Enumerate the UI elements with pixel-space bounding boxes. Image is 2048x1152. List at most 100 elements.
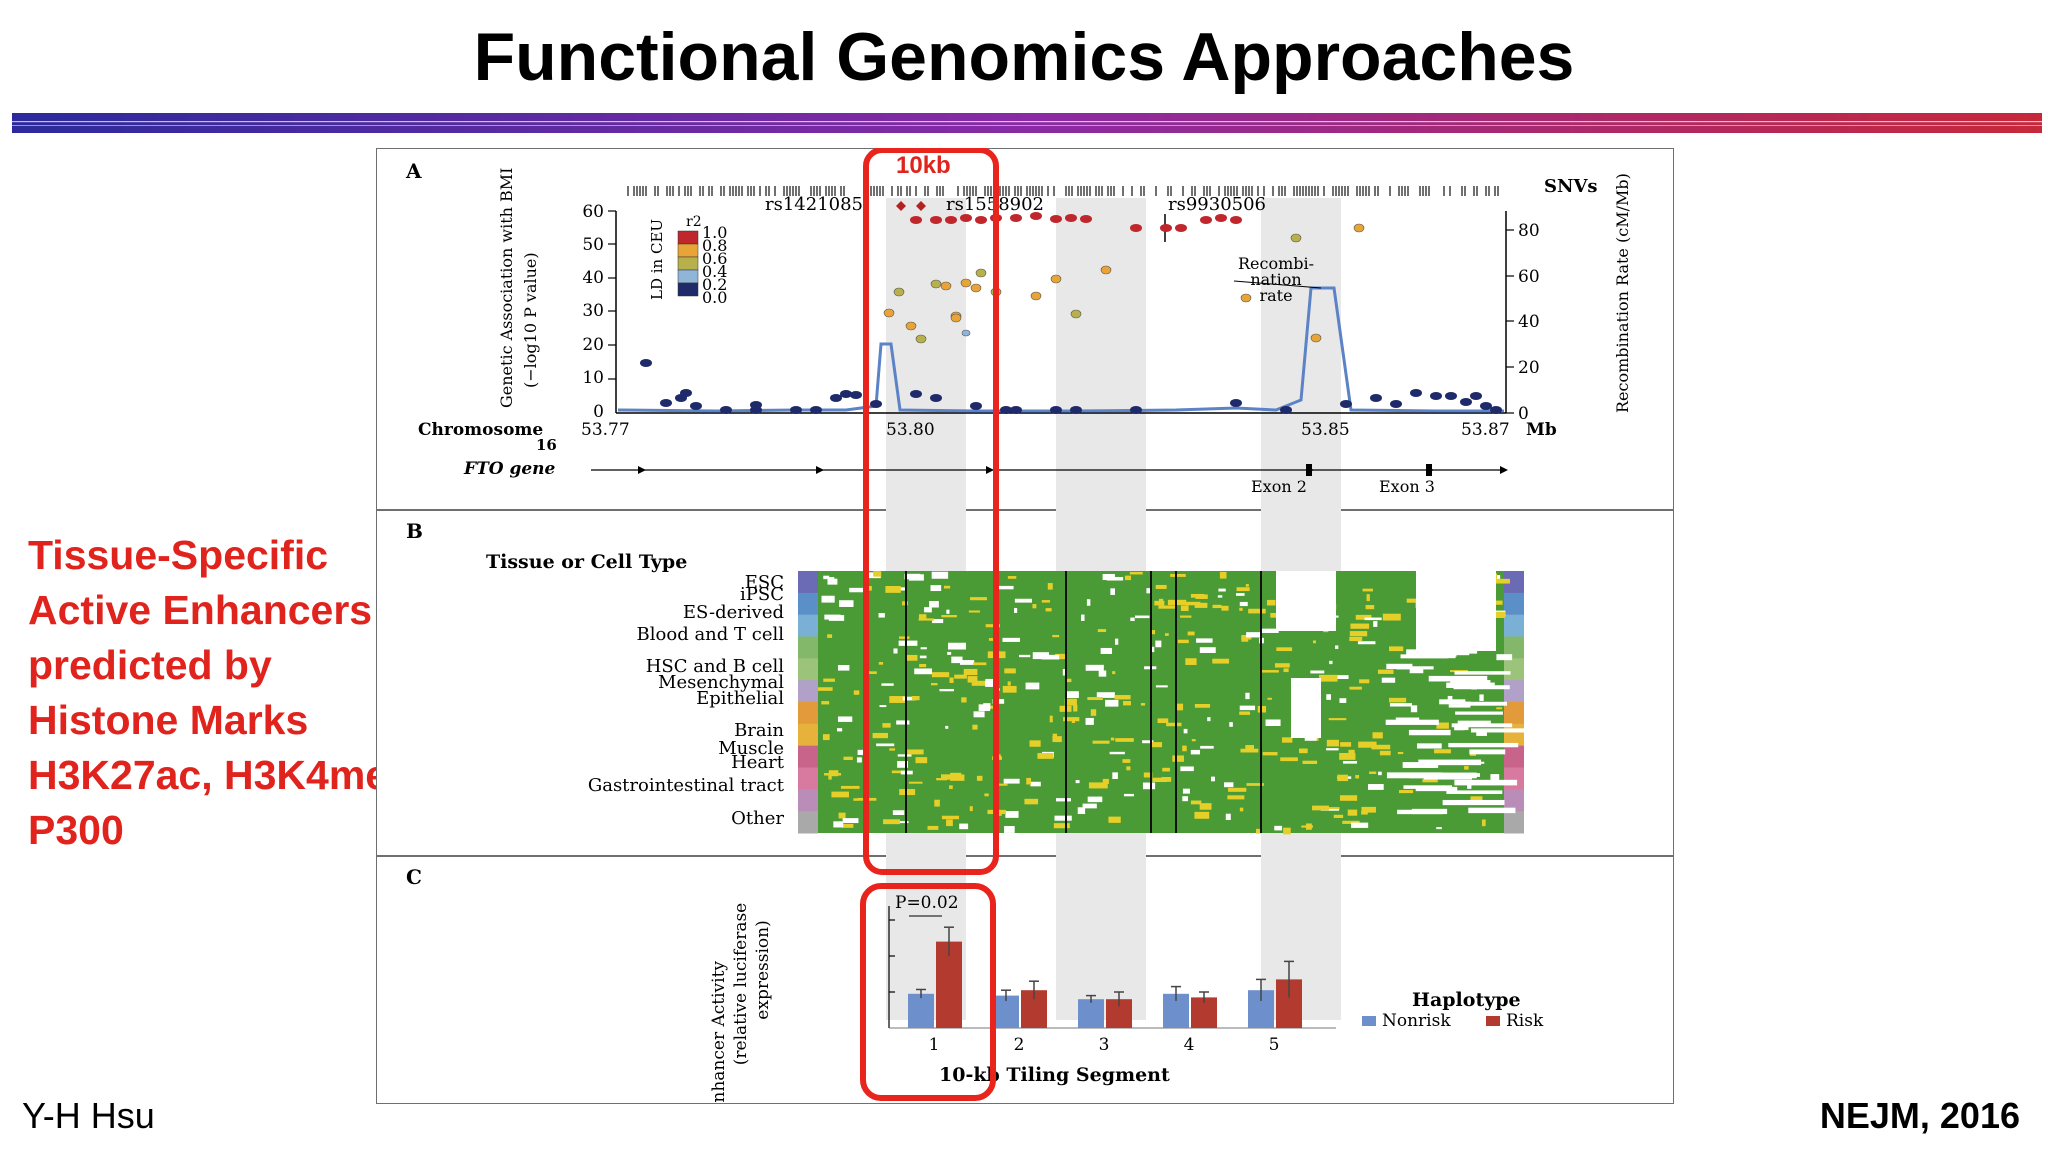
tissue-color-bar — [1504, 767, 1524, 790]
heatmap-cell — [1052, 733, 1058, 738]
heatmap-cell — [1463, 724, 1469, 731]
heatmap-cell — [1267, 697, 1272, 700]
heatmap-cell — [891, 821, 909, 824]
y-left-label: Genetic Association with BMI — [497, 167, 516, 408]
ld-tick: 0.4 — [702, 262, 727, 281]
heatmap-cell — [1106, 576, 1124, 581]
heatmap-cell — [1283, 827, 1291, 835]
heatmap-cell — [1351, 822, 1369, 828]
heatmap-cell — [1196, 638, 1213, 643]
ld-tick: 0.2 — [702, 275, 727, 294]
heatmap-cell — [1199, 803, 1212, 810]
heatmap-cell — [837, 716, 853, 722]
heatmap-cell — [1200, 745, 1214, 749]
heatmap-cell — [1037, 753, 1054, 759]
heatmap-cell — [1397, 751, 1404, 755]
heatmap-cell — [1340, 742, 1352, 747]
heatmap-cell — [864, 671, 877, 674]
heatmap-cell — [1032, 604, 1037, 609]
assoc-point — [970, 283, 982, 293]
heatmap-cell — [1409, 772, 1477, 779]
assoc-point — [961, 329, 971, 337]
heatmap-cell — [1150, 646, 1155, 653]
tissue-header: Tissue or Cell Type — [486, 551, 687, 573]
heatmap-cell — [1469, 749, 1506, 755]
heatmap-cell — [1283, 668, 1289, 673]
heatmap-cell — [930, 682, 938, 686]
assoc-point — [1280, 406, 1292, 414]
heatmap-cell — [1281, 737, 1293, 743]
y-tick: 0 — [1518, 404, 1529, 424]
heatmap-cell — [897, 760, 909, 768]
heatmap-cell — [1239, 601, 1248, 607]
ld-swatch — [677, 269, 699, 284]
heatmap-cell — [1110, 588, 1115, 595]
heatmap-cell — [1123, 701, 1131, 706]
heatmap-cell — [1004, 668, 1016, 674]
ld-legend — [677, 230, 699, 297]
y-tick: 40 — [582, 268, 604, 288]
heatmap-cell — [1402, 762, 1439, 768]
heatmap-cell — [946, 609, 950, 614]
tissue-label: Muscle — [718, 738, 784, 759]
assoc-point — [870, 400, 882, 408]
heatmap-cell — [1217, 595, 1223, 598]
assoc-point — [1000, 406, 1012, 414]
heatmap-cell — [1108, 816, 1121, 823]
heatmap-cell — [1361, 811, 1368, 815]
assoc-point — [1390, 400, 1402, 408]
y-tick: 60 — [1518, 267, 1540, 287]
ld-tick: 0.6 — [702, 249, 727, 268]
heatmap-cell — [1398, 790, 1414, 794]
heatmap-cell — [876, 743, 895, 747]
heatmap-cell — [1389, 703, 1413, 707]
heatmap-cell — [1448, 704, 1471, 708]
heatmap-cell — [919, 663, 927, 668]
heatmap-cell — [1259, 628, 1279, 633]
c-x-tick: 5 — [1269, 1035, 1280, 1055]
heatmap-cell — [1018, 654, 1031, 658]
heatmap-cell — [840, 785, 860, 789]
heatmap-cell — [932, 619, 944, 624]
highlight-box-top — [863, 148, 999, 875]
assoc-point — [930, 216, 942, 224]
heatmap-cell — [1075, 780, 1080, 784]
heatmap-cell — [1451, 723, 1513, 728]
heatmap-cell — [1062, 669, 1067, 676]
heatmap-cell — [1002, 685, 1017, 693]
tissue-label: Heart — [731, 752, 785, 773]
heatmap-cell — [1135, 615, 1150, 619]
heatmap-cell — [889, 748, 896, 751]
heatmap-cell — [1092, 740, 1110, 744]
x-ticks: 53.77 53.80 53.85 53.87 Mb — [581, 420, 1557, 440]
heatmap-cell — [1454, 671, 1511, 675]
heatmap-cell — [1337, 774, 1349, 782]
assoc-point — [1310, 333, 1322, 343]
heatmap-cell — [1395, 717, 1420, 721]
heatmap-cell — [1155, 640, 1162, 648]
heatmap-cell — [1004, 826, 1015, 833]
heatmap-cell — [1236, 593, 1245, 596]
heatmap-cell — [897, 754, 912, 757]
figure: A SNVs rs1421085 rs1558902 rs9930506 60 … — [376, 148, 1674, 1104]
panel-c-label: C — [406, 865, 422, 889]
heatmap-cell — [969, 597, 987, 601]
tissue-color-bar — [1504, 571, 1524, 594]
heatmap-cell — [1453, 685, 1510, 690]
snvs-label: SNVs — [1544, 176, 1598, 197]
heatmap-cell — [1065, 691, 1079, 699]
assoc-point — [905, 321, 917, 331]
heatmap-cell — [1302, 760, 1318, 764]
heatmap-cell — [1326, 739, 1339, 747]
heatmap-cell — [1245, 584, 1249, 587]
heatmap-cell — [1146, 588, 1152, 594]
heatmap-cell — [915, 757, 928, 764]
y-tick: 0 — [593, 402, 604, 422]
c-x-tick: 2 — [1014, 1035, 1025, 1055]
heatmap-cell — [1492, 600, 1503, 605]
assoc-point — [1470, 392, 1482, 400]
ld-swatch — [677, 243, 699, 258]
gene-label: FTO gene — [463, 459, 556, 479]
heatmap-cell — [930, 585, 942, 592]
heatmap-cell — [872, 732, 888, 739]
